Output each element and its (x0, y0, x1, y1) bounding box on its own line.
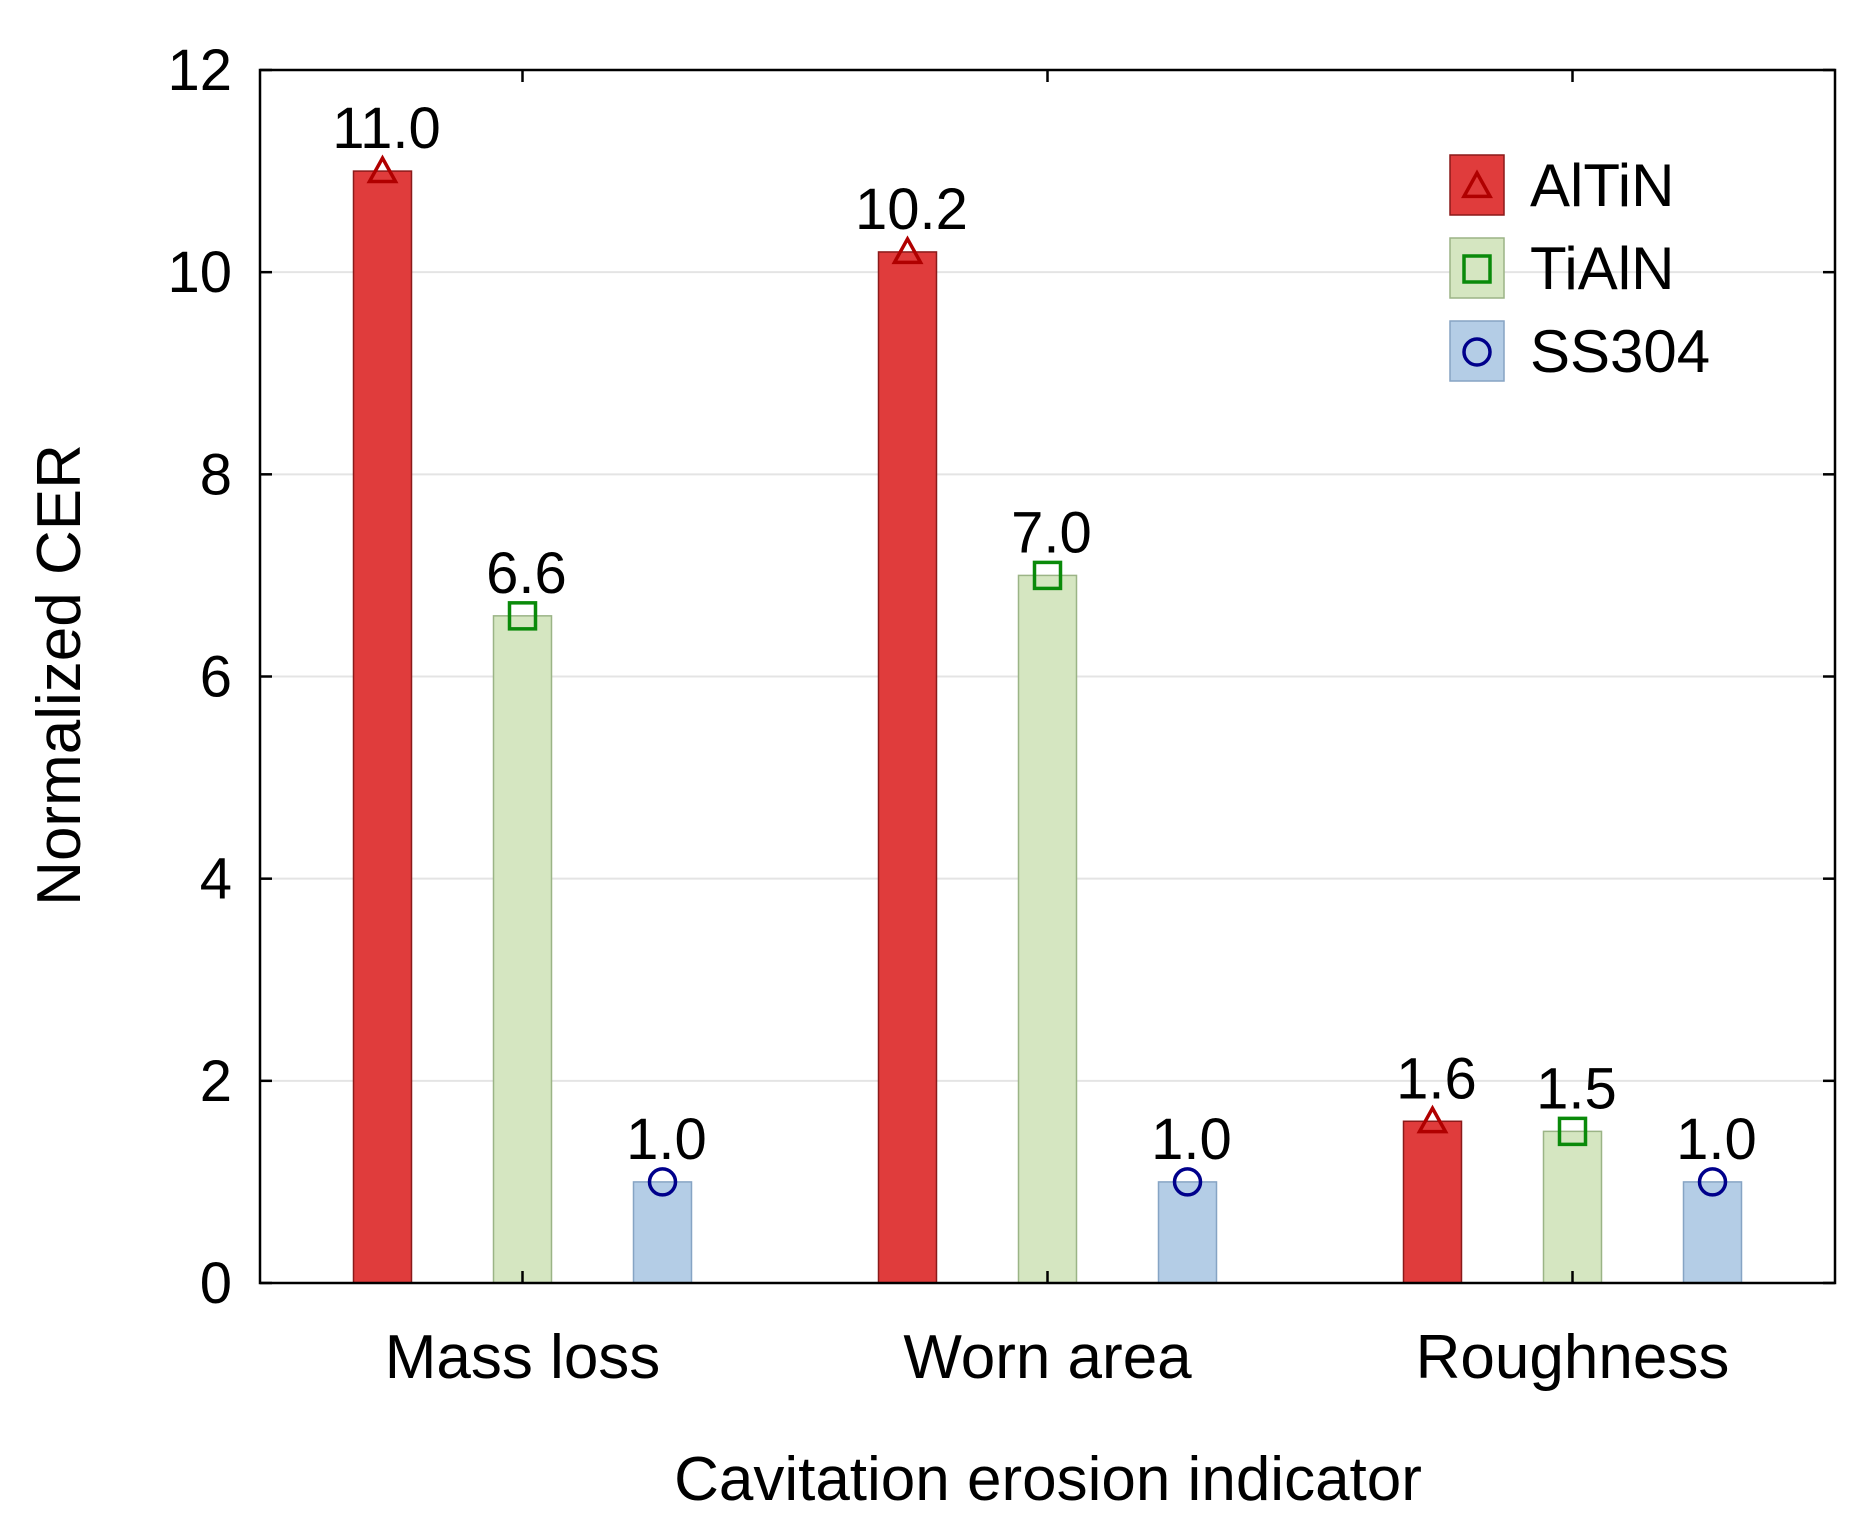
marker-circle-icon (1697, 1167, 1728, 1197)
marker-triangle-icon (891, 235, 924, 265)
data-label: 1.5 (1536, 1056, 1617, 1121)
data-label: 1.0 (1151, 1107, 1232, 1172)
data-label: 11.0 (332, 96, 441, 161)
bar-tialn-roughness (1542, 1130, 1603, 1284)
y-tick-label: 2 (200, 1049, 232, 1114)
data-label: 7.0 (1011, 500, 1092, 565)
legend-marker-square-icon (1462, 254, 1492, 284)
bars (352, 170, 1743, 1284)
bar-altin-worn-area (877, 251, 938, 1284)
data-label: 1.6 (1396, 1046, 1477, 1111)
marker-triangle-icon (366, 154, 399, 184)
marker-circle-icon (1172, 1167, 1203, 1197)
legend-label-tialn: TiAlN (1530, 235, 1674, 302)
bar-tialn-worn-area (1017, 574, 1078, 1284)
legend-label-ss304: SS304 (1530, 318, 1710, 385)
data-labels: 11.0 6.6 1.0 10.2 7.0 1.0 1.6 1.5 1.0 (332, 96, 1757, 1197)
marker-triangle-icon (1416, 1104, 1449, 1134)
marker-square-icon (1032, 560, 1063, 591)
bar-altin-roughness (1402, 1120, 1463, 1284)
y-tick-label: 4 (200, 847, 232, 912)
y-tick-label: 8 (200, 442, 232, 507)
x-tick-label: Worn area (903, 1323, 1192, 1392)
bar-ss304-mass-loss (632, 1181, 693, 1284)
data-label: 10.2 (855, 177, 968, 242)
legend-marker-triangle-icon (1461, 169, 1493, 199)
bar-altin-mass-loss (352, 170, 413, 1284)
legend: AlTiN TiAlN SS304 (1449, 152, 1710, 385)
marker-square-icon (507, 601, 538, 631)
x-tick-label: Roughness (1416, 1323, 1730, 1392)
legend-marker-circle-icon (1462, 337, 1492, 367)
y-tick-label: 0 (200, 1251, 232, 1316)
marker-circle-icon (647, 1167, 678, 1197)
y-axis-title: Normalized CER (25, 444, 94, 906)
data-label: 1.0 (626, 1107, 707, 1172)
y-tick-label: 10 (167, 240, 232, 305)
bar-ss304-worn-area (1157, 1181, 1218, 1284)
bar-ss304-roughness (1682, 1181, 1743, 1284)
legend-label-altin: AlTiN (1530, 152, 1674, 219)
bar-tialn-mass-loss (492, 615, 553, 1284)
y-tick-label: 12 (167, 38, 232, 103)
y-tick-label: 6 (200, 645, 232, 710)
legend-swatch-ss304 (1449, 320, 1505, 382)
axes: 0 2 4 6 8 10 12 Mass loss Worn area Roughness (167, 38, 1837, 1392)
data-label: 6.6 (486, 541, 567, 606)
legend-swatch-tialn (1449, 237, 1505, 299)
legend-swatch-altin (1449, 154, 1505, 216)
x-tick-label: Mass loss (385, 1323, 661, 1392)
marker-square-icon (1557, 1116, 1588, 1147)
x-axis-title: Cavitation erosion indicator (674, 1445, 1422, 1514)
data-label: 1.0 (1676, 1107, 1757, 1172)
